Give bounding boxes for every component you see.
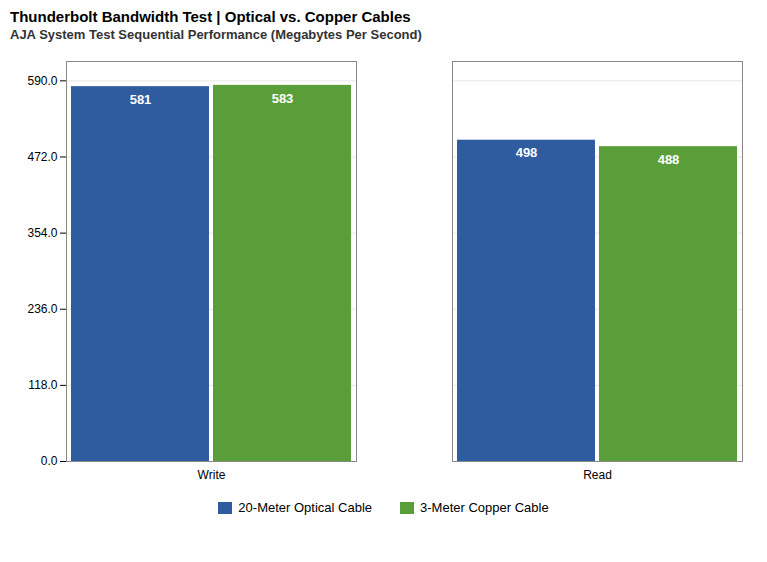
svg-text:118.0: 118.0 — [28, 378, 57, 392]
svg-text:583: 583 — [272, 91, 294, 106]
html-text:3-Meter Copper Cable: 3-Meter Copper Cable — [420, 500, 549, 515]
svg-text:590.0: 590.0 — [27, 74, 57, 88]
svg-text:236.0: 236.0 — [27, 302, 57, 316]
svg-text:354.0: 354.0 — [27, 226, 57, 240]
svg-text:488: 488 — [658, 152, 680, 167]
html-text:Thunderbolt Bandwidth Test | O: Thunderbolt Bandwidth Test | Optical vs.… — [10, 8, 411, 25]
svg-text:581: 581 — [130, 92, 152, 107]
svg-text:472.0: 472.0 — [27, 150, 57, 164]
html-text:20-Meter Optical Cable: 20-Meter Optical Cable — [238, 500, 372, 515]
svg-text:498: 498 — [516, 145, 538, 160]
svg-text:Write: Write — [198, 468, 226, 482]
svg-text:0.0: 0.0 — [41, 454, 58, 468]
html-text:AJA System Test Sequential Per: AJA System Test Sequential Performance (… — [10, 27, 422, 42]
svg-text:Read: Read — [583, 468, 612, 482]
